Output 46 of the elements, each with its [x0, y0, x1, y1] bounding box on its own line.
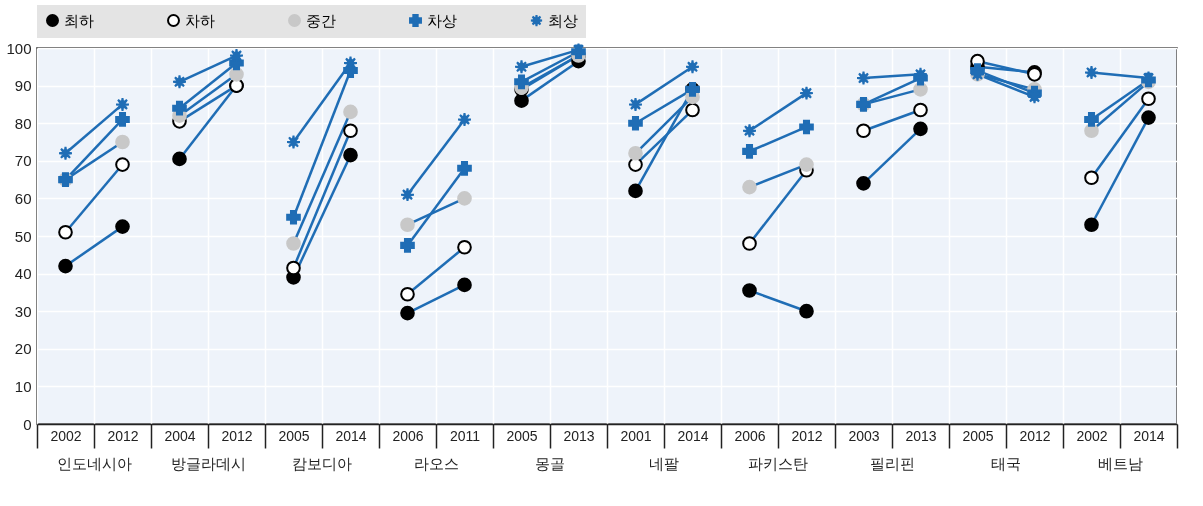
text: 라오스 [413, 455, 459, 472]
y-tick-label: 50 [14, 227, 32, 245]
legend-label: 중간 [306, 11, 336, 29]
x-tick-label: 2012 [221, 427, 253, 444]
y-tick-label: 10 [14, 377, 32, 395]
x-tick-label: 2014 [677, 427, 709, 444]
y-tick-label: 90 [14, 77, 32, 95]
y-tick-label: 70 [14, 152, 32, 170]
legend-label: 최상 [548, 11, 578, 29]
text: 캄보디아 [292, 455, 352, 472]
text: 파키스탄 [748, 455, 808, 472]
x-tick-label: 2013 [563, 427, 595, 444]
x-tick-label: 2005 [278, 427, 310, 444]
x-tick-label: 2011 [449, 427, 481, 444]
y-tick-label: 100 [6, 39, 32, 57]
x-tick-label: 2003 [848, 427, 880, 444]
legend-label: 최하 [64, 11, 94, 29]
x-tick-label: 2014 [335, 427, 367, 444]
x-tick-label: 2006 [392, 427, 424, 444]
x-tick-label: 2005 [962, 427, 994, 444]
text: 필리핀 [869, 455, 915, 472]
x-tick-label: 2001 [620, 427, 652, 444]
x-tick-label: 2014 [1133, 427, 1165, 444]
text: 방글라데시 [170, 455, 246, 472]
y-tick-label: 20 [14, 340, 32, 358]
x-tick-label: 2013 [905, 427, 937, 444]
text: 몽골 [535, 455, 565, 472]
text: 인도네시아 [56, 455, 132, 472]
x-tick-label: 2012 [1019, 427, 1051, 444]
x-tick-label: 2012 [107, 427, 139, 444]
x-tick-label: 2012 [791, 427, 823, 444]
legend-label: 차하 [185, 11, 215, 29]
y-tick-label: 40 [14, 265, 32, 283]
text: 네팔 [649, 455, 679, 472]
x-tick-label: 2004 [164, 427, 196, 444]
text: 태국 [991, 455, 1021, 472]
x-tick-label: 2002 [1076, 427, 1108, 444]
x-tick-label: 2005 [506, 427, 538, 444]
y-tick-label: 80 [14, 114, 32, 132]
y-tick-label: 60 [14, 189, 32, 207]
y-tick-label: 0 [23, 415, 32, 433]
legend-label: 차상 [427, 11, 457, 29]
y-tick-label: 30 [14, 302, 32, 320]
text: 베트남 [1097, 455, 1143, 472]
x-tick-label: 2006 [734, 427, 766, 444]
x-tick-label: 2002 [50, 427, 82, 444]
